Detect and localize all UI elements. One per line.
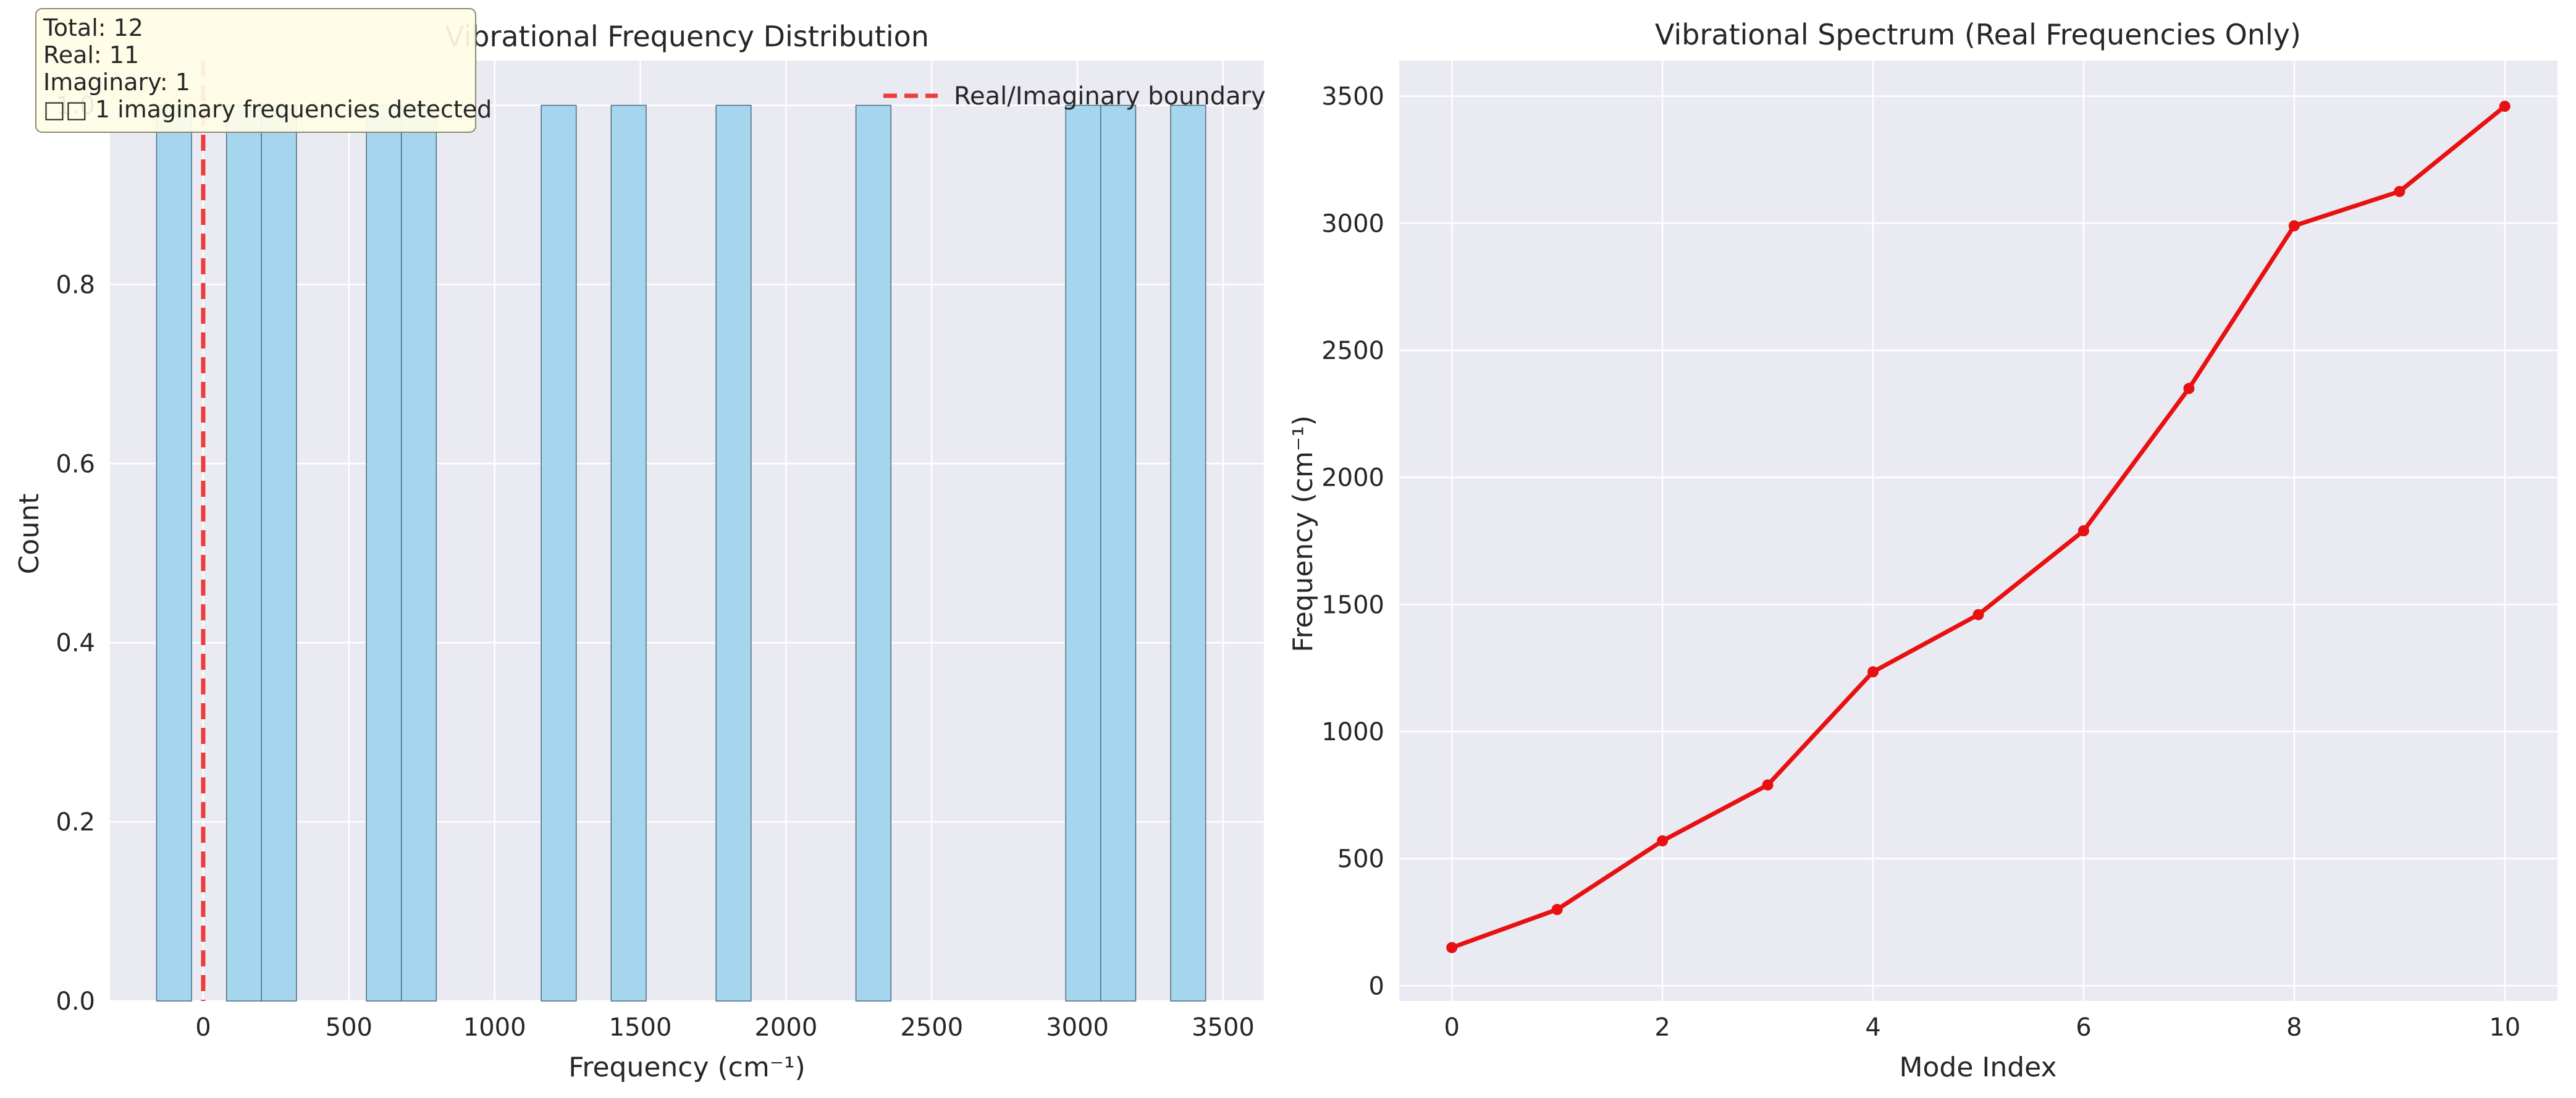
spectrum-data-point xyxy=(2394,185,2406,197)
histogram-legend: Real/Imaginary boundary xyxy=(883,82,1266,111)
histogram-x-tick-label: 0 xyxy=(195,1013,211,1042)
spectrum-x-tick-label: 8 xyxy=(2286,1013,2302,1042)
spectrum-data-point xyxy=(1972,609,1984,620)
histogram-chart: 0 500 1000 1500 2000 2500 3000 3500 0.0 0.2 0.4 0.… xyxy=(14,8,1266,1083)
spectrum-data-point xyxy=(1446,942,1458,953)
stats-annotation-box: Total: 12 Real: 11 Imaginary: 1 □□ 1 ima… xyxy=(35,8,492,133)
histogram-x-tick-label: 2000 xyxy=(754,1013,817,1042)
annotation-total: Total: 12 xyxy=(43,14,143,41)
histogram-bar xyxy=(225,104,263,1002)
spectrum-y-tick-label: 500 xyxy=(1337,845,1384,874)
histogram-bar xyxy=(610,104,647,1002)
spectrum-data-point xyxy=(1867,666,1879,678)
histogram-bar xyxy=(1100,104,1137,1002)
spectrum-x-tick-label: 4 xyxy=(1865,1013,1880,1042)
histogram-y-tick-label: 0.6 xyxy=(56,450,95,478)
histogram-y-axis-label: Count xyxy=(14,494,45,575)
spectrum-y-tick-label: 1500 xyxy=(1321,591,1384,619)
histogram-bar xyxy=(400,104,437,1002)
stats-annotation-background xyxy=(35,8,476,133)
histogram-y-tick-label: 0.0 xyxy=(56,987,95,1016)
histogram-x-tick-label: 1500 xyxy=(609,1013,672,1042)
spectrum-y-axis-label: Frequency (cm⁻¹) xyxy=(1287,415,1319,652)
spectrum-data-point xyxy=(2499,101,2511,112)
spectrum-x-tick-label: 0 xyxy=(1444,1013,1460,1042)
histogram-x-tick-label: 3500 xyxy=(1192,1013,1255,1042)
histogram-bar xyxy=(715,104,752,1002)
legend-boundary-label: Real/Imaginary boundary xyxy=(954,82,1266,111)
annotation-real: Real: 11 xyxy=(43,41,139,69)
histogram-y-tick-label: 0.8 xyxy=(56,271,95,299)
histogram-x-tick-label: 500 xyxy=(326,1013,373,1042)
histogram-bar xyxy=(855,104,891,1002)
spectrum-data-point xyxy=(1551,903,1563,915)
spectrum-data-point xyxy=(1657,835,1669,847)
histogram-x-axis-label: Frequency (cm⁻¹) xyxy=(568,1052,806,1083)
spectrum-y-tick-label: 2000 xyxy=(1321,464,1384,492)
histogram-x-tick-labels: 0 500 1000 1500 2000 2500 3000 3500 xyxy=(195,1013,1255,1042)
histogram-bar xyxy=(1065,104,1101,1002)
histogram-bars xyxy=(156,104,1206,1002)
annotation-imaginary: Imaginary: 1 xyxy=(43,69,190,96)
histogram-bar xyxy=(156,104,192,1002)
histogram-bar xyxy=(366,104,402,1002)
spectrum-x-axis-label: Mode Index xyxy=(1900,1052,2057,1083)
histogram-x-tick-label: 3000 xyxy=(1046,1013,1109,1042)
histogram-x-tick-label: 1000 xyxy=(463,1013,526,1042)
spectrum-x-tick-labels: 0 2 4 6 8 10 xyxy=(1444,1013,2521,1042)
spectrum-x-tick-label: 10 xyxy=(2489,1013,2520,1042)
spectrum-x-tick-label: 2 xyxy=(1654,1013,1670,1042)
histogram-bar xyxy=(541,104,577,1002)
histogram-y-tick-label: 0.4 xyxy=(56,629,95,657)
spectrum-y-tick-label: 0 xyxy=(1369,972,1384,1000)
histogram-y-tick-label: 0.2 xyxy=(56,808,95,837)
spectrum-data-point xyxy=(2077,525,2089,536)
spectrum-y-tick-label: 3000 xyxy=(1321,209,1384,238)
histogram-bar xyxy=(261,104,297,1002)
spectrum-data-point xyxy=(2288,220,2300,232)
spectrum-data-point xyxy=(1762,779,1774,791)
spectrum-plot-area xyxy=(1399,61,2557,1001)
spectrum-x-tick-label: 6 xyxy=(2076,1013,2091,1042)
spectrum-y-tick-labels: 0 500 1000 1500 2000 2500 3000 3500 xyxy=(1321,83,1384,1001)
spectrum-title: Vibrational Spectrum (Real Frequencies O… xyxy=(1655,18,2301,51)
spectrum-y-tick-label: 1000 xyxy=(1321,718,1384,746)
spectrum-y-tick-label: 2500 xyxy=(1321,337,1384,365)
spectrum-data-point xyxy=(2183,382,2195,394)
histogram-x-tick-label: 2500 xyxy=(900,1013,963,1042)
spectrum-series-points xyxy=(1446,101,2511,953)
spectrum-y-tick-label: 3500 xyxy=(1321,83,1384,111)
histogram-title: Vibrational Frequency Distribution xyxy=(445,20,929,53)
annotation-warning: □□ 1 imaginary frequencies detected xyxy=(43,96,492,123)
histogram-bar xyxy=(1170,104,1206,1002)
spectrum-line-chart: 0 2 4 6 8 10 0 500 1000 1500 2000 2500 3000 3500 Vib… xyxy=(1287,18,2557,1083)
